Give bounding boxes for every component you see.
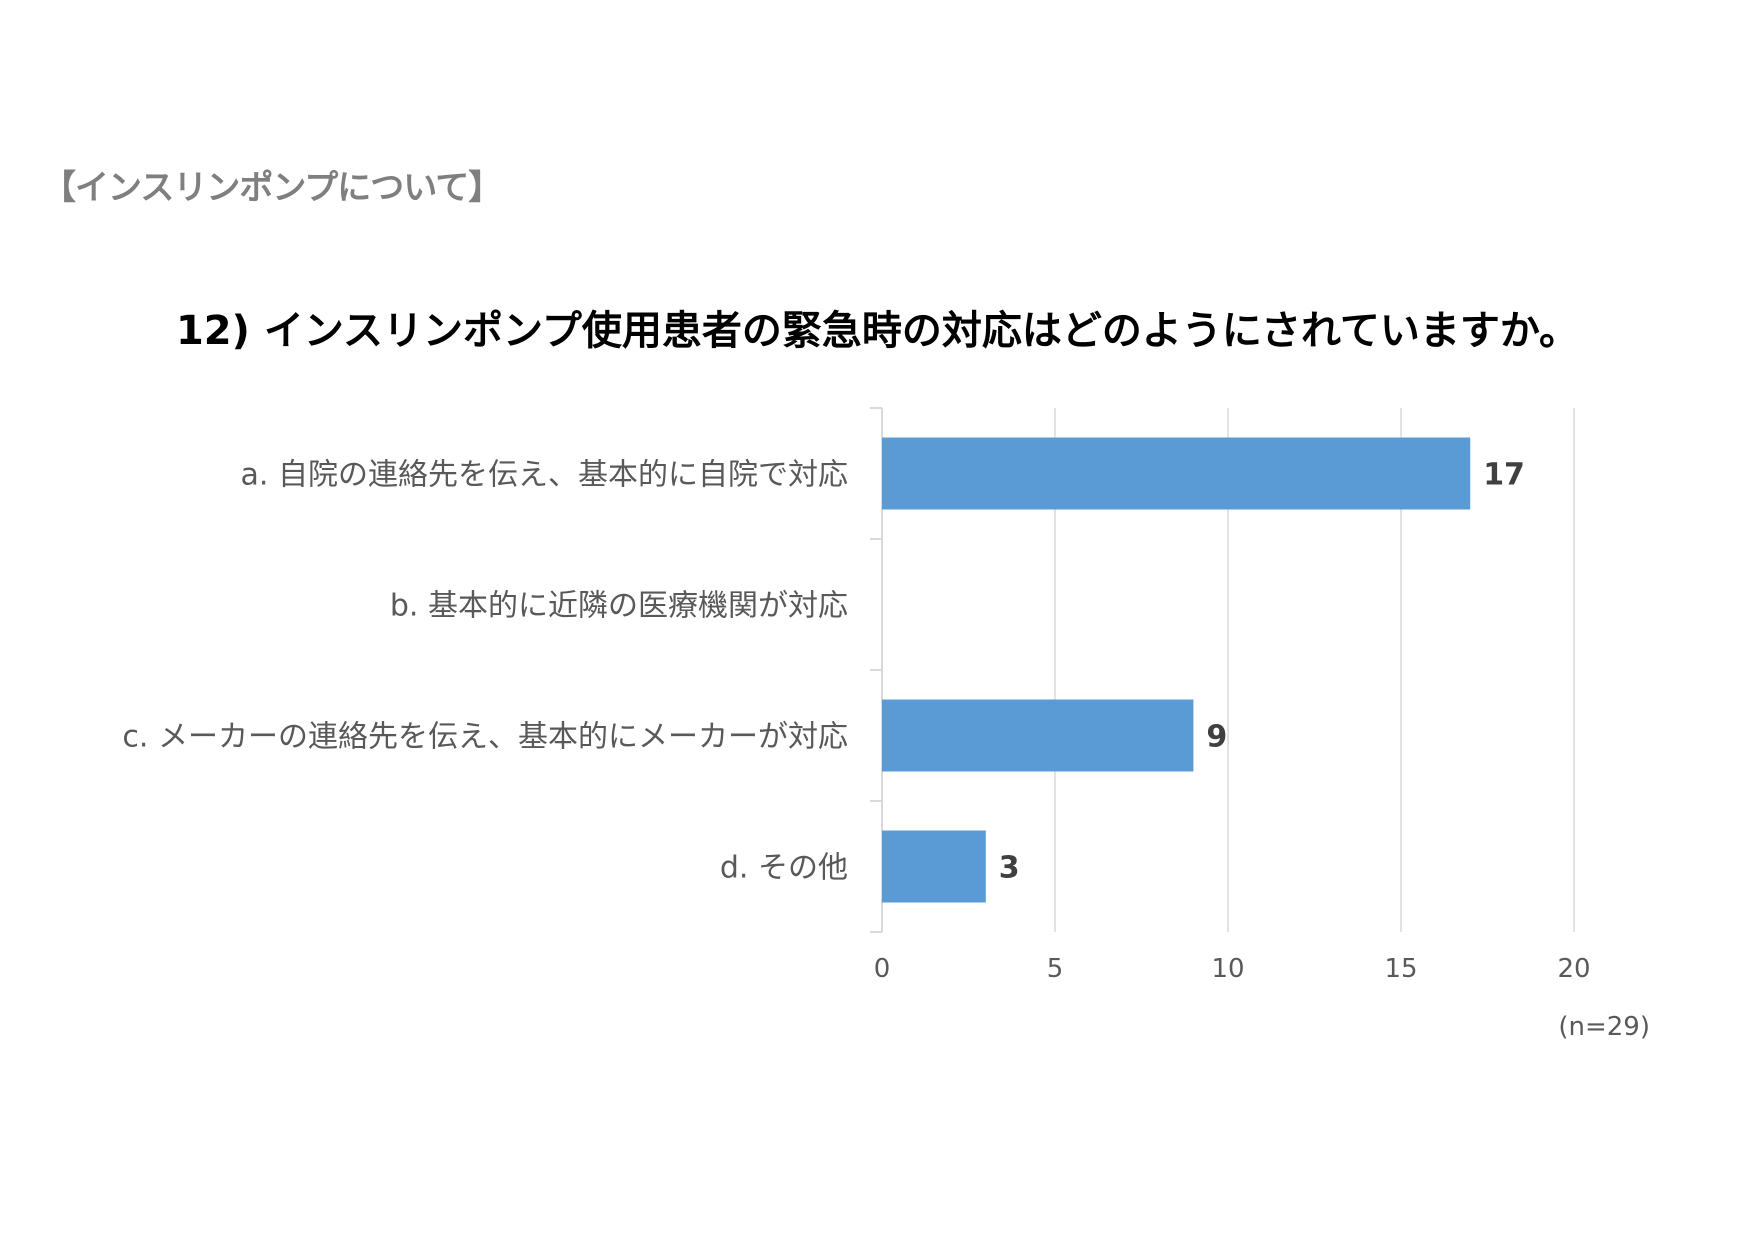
x-tick-label: 10 xyxy=(1211,954,1244,984)
bars xyxy=(882,437,1471,903)
category-label: a. 自院の連絡先を伝え、基本的に自院で対応 xyxy=(241,458,848,493)
data-label: 3 xyxy=(999,851,1020,886)
bar xyxy=(882,437,1471,510)
category-axis xyxy=(870,407,883,933)
x-tick-label: 20 xyxy=(1557,954,1590,984)
section-heading: 【インスリンポンプについて】 xyxy=(42,168,502,208)
bar xyxy=(882,830,986,903)
x-tick-label: 15 xyxy=(1384,954,1417,984)
x-tick-labels: 0 5 10 15 20 xyxy=(874,954,1591,984)
category-label: b. 基本的に近隣の医療機関が対応 xyxy=(390,589,848,624)
bar xyxy=(882,699,1194,772)
category-labels: a. 自院の連絡先を伝え、基本的に自院で対応 b. 基本的に近隣の医療機関が対応 c… xyxy=(122,458,848,886)
category-label: d. その他 xyxy=(720,851,848,886)
data-label: 9 xyxy=(1206,720,1227,755)
x-tick-label: 0 xyxy=(874,954,891,984)
question-title: 12) インスリンポンプ使用患者の緊急時の対応はどのようにされていますか。 xyxy=(175,308,1580,354)
data-label: 17 xyxy=(1483,458,1525,493)
category-label: c. メーカーの連絡先を伝え、基本的にメーカーが対応 xyxy=(122,720,848,755)
x-tick-label: 5 xyxy=(1047,954,1064,984)
sample-size-note: (n=29) xyxy=(1558,1012,1650,1042)
